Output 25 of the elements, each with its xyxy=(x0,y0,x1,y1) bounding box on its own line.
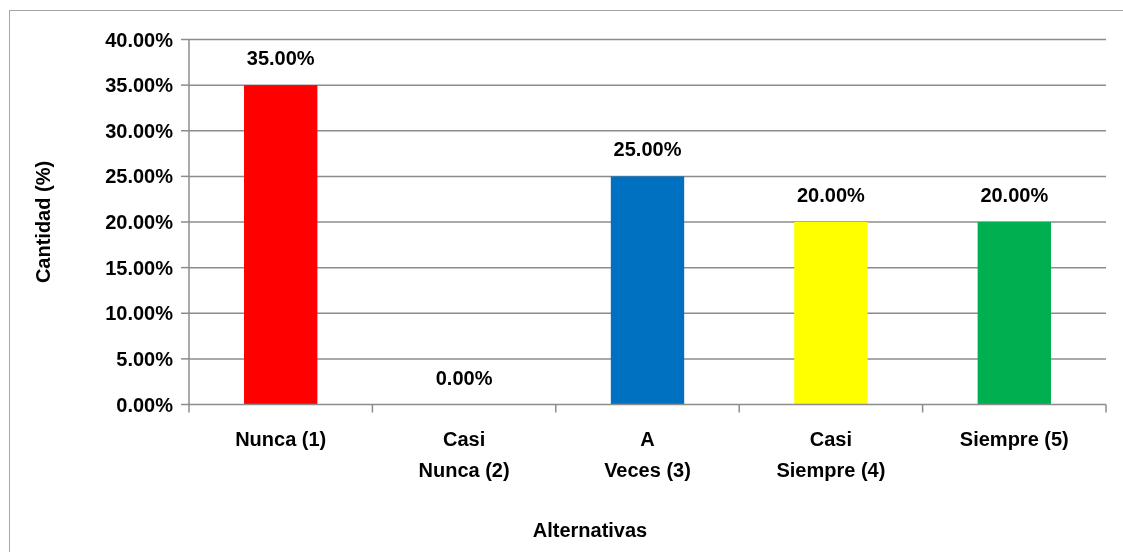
data-label: 25.00% xyxy=(613,138,682,161)
y-axis-title: Cantidad (%) xyxy=(32,160,54,284)
y-tick-label: 40.00% xyxy=(105,28,174,51)
x-tick-label: Nunca (1) xyxy=(235,428,327,450)
x-tick-label: A Veces (3) xyxy=(604,428,691,481)
y-tick-label: 10.00% xyxy=(105,302,174,325)
x-tick-label: Siempre (5) xyxy=(959,428,1069,450)
y-tick-label: 35.00% xyxy=(105,74,174,97)
bar xyxy=(977,222,1051,405)
data-label: 0.00% xyxy=(435,366,493,389)
x-tick-label: Casi Siempre (4) xyxy=(776,428,886,481)
y-tick-label: 25.00% xyxy=(105,165,174,188)
x-tick-label: Casi Nunca (2) xyxy=(418,428,510,481)
y-tick-label: 5.00% xyxy=(116,347,174,370)
x-axis-title: Alternativas xyxy=(532,519,648,541)
bar xyxy=(794,222,868,405)
y-tick-label: 15.00% xyxy=(105,256,174,279)
y-tick-label: 20.00% xyxy=(105,211,174,233)
bar xyxy=(610,176,685,405)
bar xyxy=(244,85,318,405)
data-label: 35.00% xyxy=(246,47,315,70)
y-tick-label: 30.00% xyxy=(105,119,174,142)
data-label: 20.00% xyxy=(796,184,866,206)
y-tick-label: 0.00% xyxy=(116,393,174,416)
data-label: 20.00% xyxy=(980,184,1049,206)
